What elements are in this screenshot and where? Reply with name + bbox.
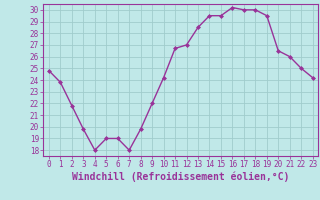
X-axis label: Windchill (Refroidissement éolien,°C): Windchill (Refroidissement éolien,°C) bbox=[72, 172, 290, 182]
